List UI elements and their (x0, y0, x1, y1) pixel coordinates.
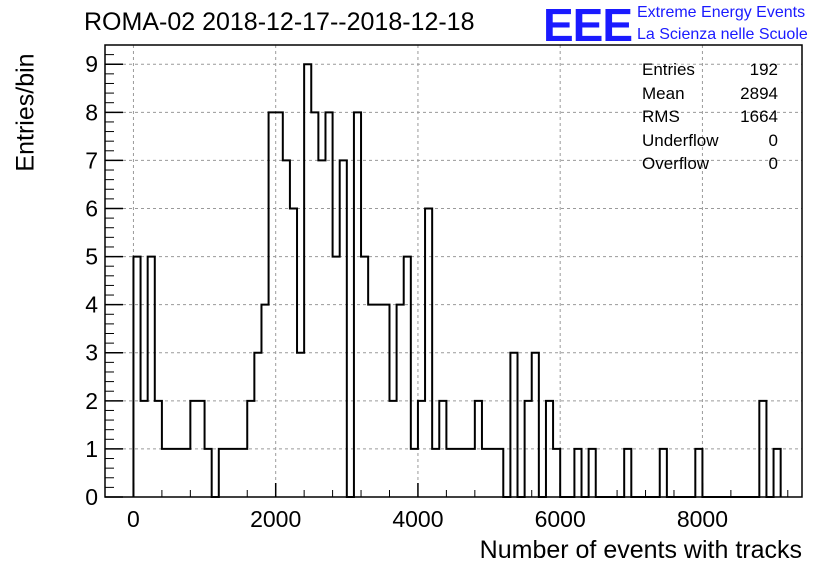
histogram-bin (695, 449, 702, 497)
histogram-bin (468, 449, 475, 497)
histogram-bin (318, 160, 325, 497)
histogram-bin (482, 449, 489, 497)
histogram-bin (774, 449, 781, 497)
histogram-bin (589, 449, 596, 497)
histogram-bin (454, 449, 461, 497)
y-tick-label: 0 (85, 484, 98, 510)
histogram-bin (304, 64, 311, 497)
histogram-bin (240, 449, 247, 497)
y-tick-label: 6 (85, 195, 98, 221)
stats-box: Entries 192 Mean 2894 RMS 1664 Underflow… (642, 60, 778, 178)
stat-name: RMS (642, 107, 680, 126)
stat-value: 1664 (740, 107, 778, 126)
axis-ticks (104, 44, 789, 498)
logo-line-2: La Scienza nelle Scuole (637, 26, 808, 43)
stat-name: Underflow (642, 130, 719, 150)
axis-tick-labels: 0 1 2 3 4 5 6 7 8 9 0 2000 4000 6000 8000 (85, 51, 728, 532)
chart-title: ROMA-02 2018-12-17--2018-12-18 (84, 8, 475, 36)
x-tick-label: 6000 (535, 506, 586, 532)
stat-row-underflow: Underflow 0 (642, 131, 778, 155)
y-tick-label: 2 (85, 388, 98, 414)
histogram-bin (205, 449, 212, 497)
stat-row-rms: RMS 1664 (642, 107, 778, 131)
logo-line-1: Extreme Energy Events (637, 4, 806, 21)
y-tick-label: 7 (85, 147, 98, 173)
stat-name: Entries (642, 60, 695, 79)
histogram-bin (226, 449, 233, 497)
histogram-bin (233, 449, 240, 497)
histogram-bin (133, 257, 140, 497)
stat-row-overflow: Overflow 0 (642, 154, 778, 178)
stat-value: 192 (749, 60, 778, 79)
histogram-bin (404, 257, 411, 497)
histogram-bin (183, 449, 190, 497)
histogram-bin (333, 257, 340, 497)
histogram-bin (660, 449, 667, 497)
histogram-bin (411, 449, 418, 497)
x-tick-label: 2000 (250, 506, 301, 532)
x-tick-label: 8000 (677, 506, 728, 532)
y-tick-label: 4 (85, 292, 98, 318)
histogram-bin (219, 449, 226, 497)
stat-value: 0 (768, 130, 778, 150)
stat-row-mean: Mean 2894 (642, 84, 778, 108)
y-tick-label: 9 (85, 51, 98, 77)
x-tick-label: 0 (127, 506, 140, 532)
y-tick-label: 3 (85, 340, 98, 366)
x-tick-label: 4000 (392, 506, 443, 532)
grid-lines (105, 45, 802, 497)
y-axis-label: Entries/bin (11, 53, 40, 172)
histogram-bin (446, 449, 453, 497)
stat-value: 0 (768, 154, 778, 173)
y-tick-label: 5 (85, 244, 98, 270)
histogram-bin (461, 449, 468, 497)
histogram-bin (169, 449, 176, 497)
x-axis-label: Number of events with tracks (479, 536, 802, 564)
histogram-bin (432, 449, 439, 497)
histogram-bin (553, 449, 560, 497)
histogram-bin (361, 257, 368, 497)
stat-value: 2894 (740, 83, 778, 103)
stat-row-entries: Entries 192 (642, 60, 778, 84)
histogram-bin (624, 449, 631, 497)
histogram-bin (176, 449, 183, 497)
histogram-bin (254, 353, 261, 497)
logo-mark: EEE (543, 0, 633, 51)
stat-name: Mean (642, 83, 685, 103)
histogram-bin (162, 449, 169, 497)
histogram-bin (496, 449, 503, 497)
histogram-bin (532, 353, 539, 497)
histogram-bin (340, 160, 347, 497)
histogram-bin (489, 449, 496, 497)
histogram-bin (148, 257, 155, 497)
y-tick-label: 8 (85, 99, 98, 125)
plot-frame (104, 44, 803, 498)
stat-name: Overflow (642, 154, 710, 173)
histogram-bin (574, 449, 581, 497)
histogram-bin (297, 353, 304, 497)
y-tick-label: 1 (85, 436, 98, 462)
histogram-bin (510, 353, 517, 497)
histogram-bin (283, 160, 290, 497)
